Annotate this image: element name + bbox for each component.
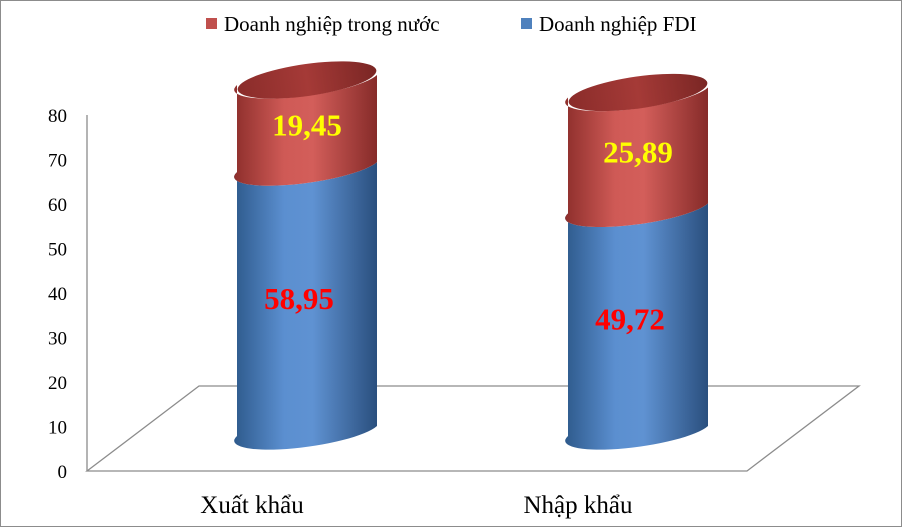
data-label-domestic: 25,89	[603, 134, 673, 169]
y-tick-label: 60	[48, 195, 67, 216]
legend-entry: Doanh nghiệp trong nước	[224, 12, 440, 36]
bar-fdi	[565, 203, 708, 450]
y-tick-label: 30	[48, 329, 67, 350]
bar-domestic	[565, 87, 708, 228]
y-tick-label: 0	[58, 462, 68, 483]
y-tick-label: 20	[48, 373, 67, 394]
bar-domestic	[234, 75, 377, 186]
legend-entry: Doanh nghiệp FDI	[539, 12, 696, 36]
data-label-domestic: 19,45	[272, 108, 342, 143]
x-category-label: Xuất khẩu	[200, 492, 304, 519]
y-tick-label: 80	[48, 106, 67, 127]
data-label-fdi: 49,72	[595, 302, 665, 337]
bar-domestic-top	[237, 61, 377, 99]
y-tick-label: 70	[48, 151, 67, 172]
plot-floor	[85, 385, 861, 472]
bar-domestic-top	[568, 73, 708, 112]
legend-swatch	[521, 18, 532, 29]
y-tick-label: 50	[48, 240, 67, 261]
legend-swatch	[206, 18, 217, 29]
bar-fdi	[234, 162, 377, 450]
data-label-fdi: 58,95	[264, 281, 334, 316]
y-tick-label: 40	[48, 284, 67, 305]
x-category-label: Nhập khẩu	[524, 492, 633, 519]
y-tick-label: 10	[48, 418, 67, 439]
